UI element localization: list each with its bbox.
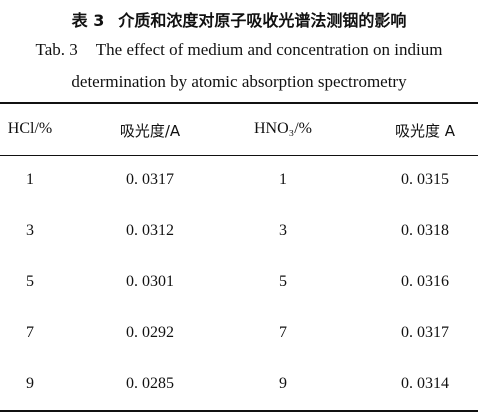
title-label: 表 3 <box>71 11 105 30</box>
bottom-rule <box>0 410 478 412</box>
cell: 3 <box>279 222 287 239</box>
cell: 9 <box>279 375 287 392</box>
caption-label: Tab. 3 <box>35 40 78 59</box>
header-rule <box>0 155 478 156</box>
cell: 0. 0285 <box>126 375 174 392</box>
caption-line: determination by atomic absorption spect… <box>0 72 478 92</box>
cell: 0. 0314 <box>401 375 449 392</box>
header-cell: HNO₃/% <box>253 120 313 137</box>
header-cell: 吸光度/A <box>119 122 181 140</box>
cell: 1 <box>279 171 287 188</box>
cell: 7 <box>279 324 287 341</box>
caption-text: The effect of medium and concentration o… <box>95 40 443 59</box>
cell: 0. 0317 <box>401 324 449 341</box>
cell: 0. 0312 <box>126 222 174 239</box>
header-cell: HCl/% <box>7 120 53 137</box>
cell: 1 <box>26 171 34 188</box>
cell: 5 <box>26 273 34 290</box>
cell: 0. 0292 <box>126 324 174 341</box>
cell: 0. 0318 <box>401 222 449 239</box>
title-zh: 表 3 介质和浓度对原子吸收光谱法测铟的影响 <box>0 7 478 31</box>
title-text: 介质和浓度对原子吸收光谱法测铟的影响 <box>118 11 407 30</box>
caption-line: Tab. 3 The effect of medium and concentra… <box>0 40 478 60</box>
caption-text: determination by atomic absorption spect… <box>71 72 407 91</box>
header-cell: 吸光度 A <box>394 122 456 140</box>
cell: 7 <box>26 324 34 341</box>
cell: 0. 0316 <box>401 273 449 290</box>
cell: 9 <box>26 375 34 392</box>
cell: 5 <box>279 273 287 290</box>
top-rule <box>0 102 478 104</box>
cell: 3 <box>26 222 34 239</box>
cell: 0. 0317 <box>126 171 174 188</box>
cell: 0. 0315 <box>401 171 449 188</box>
cell: 0. 0301 <box>126 273 174 290</box>
